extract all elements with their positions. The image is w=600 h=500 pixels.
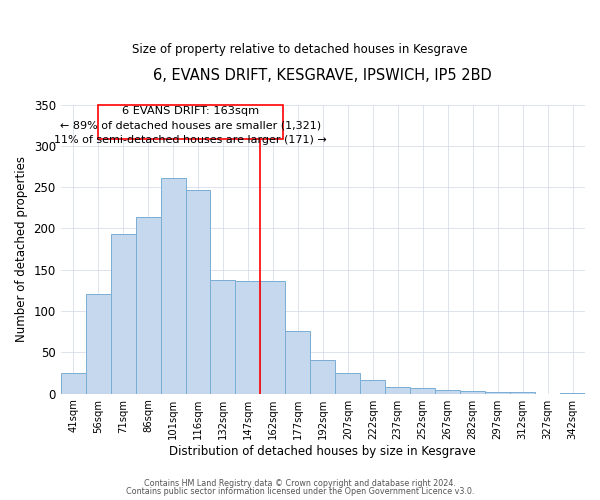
Bar xyxy=(335,373,360,394)
Y-axis label: Number of detached properties: Number of detached properties xyxy=(15,156,28,342)
Bar xyxy=(286,331,310,394)
Bar xyxy=(435,390,460,394)
Text: Size of property relative to detached houses in Kesgrave: Size of property relative to detached ho… xyxy=(132,42,468,56)
Bar xyxy=(310,360,335,394)
Text: Contains HM Land Registry data © Crown copyright and database right 2024.: Contains HM Land Registry data © Crown c… xyxy=(144,478,456,488)
Bar xyxy=(136,217,161,394)
Bar xyxy=(560,393,585,394)
Bar xyxy=(161,178,185,394)
Text: ← 89% of detached houses are smaller (1,321): ← 89% of detached houses are smaller (1,… xyxy=(60,120,321,130)
Bar xyxy=(185,190,211,394)
FancyBboxPatch shape xyxy=(98,104,283,139)
Text: 6 EVANS DRIFT: 163sqm: 6 EVANS DRIFT: 163sqm xyxy=(122,106,259,116)
Bar xyxy=(110,234,136,394)
Bar xyxy=(86,294,110,394)
Text: Contains public sector information licensed under the Open Government Licence v3: Contains public sector information licen… xyxy=(126,487,474,496)
Bar xyxy=(510,392,535,394)
Bar xyxy=(485,392,510,394)
Bar xyxy=(385,387,410,394)
Bar xyxy=(235,280,260,394)
Bar xyxy=(460,391,485,394)
Title: 6, EVANS DRIFT, KESGRAVE, IPSWICH, IP5 2BD: 6, EVANS DRIFT, KESGRAVE, IPSWICH, IP5 2… xyxy=(154,68,492,82)
Bar xyxy=(410,388,435,394)
X-axis label: Distribution of detached houses by size in Kesgrave: Distribution of detached houses by size … xyxy=(169,444,476,458)
Bar xyxy=(61,373,86,394)
Bar xyxy=(360,380,385,394)
Text: 11% of semi-detached houses are larger (171) →: 11% of semi-detached houses are larger (… xyxy=(54,135,327,145)
Bar xyxy=(260,280,286,394)
Bar xyxy=(211,280,235,394)
